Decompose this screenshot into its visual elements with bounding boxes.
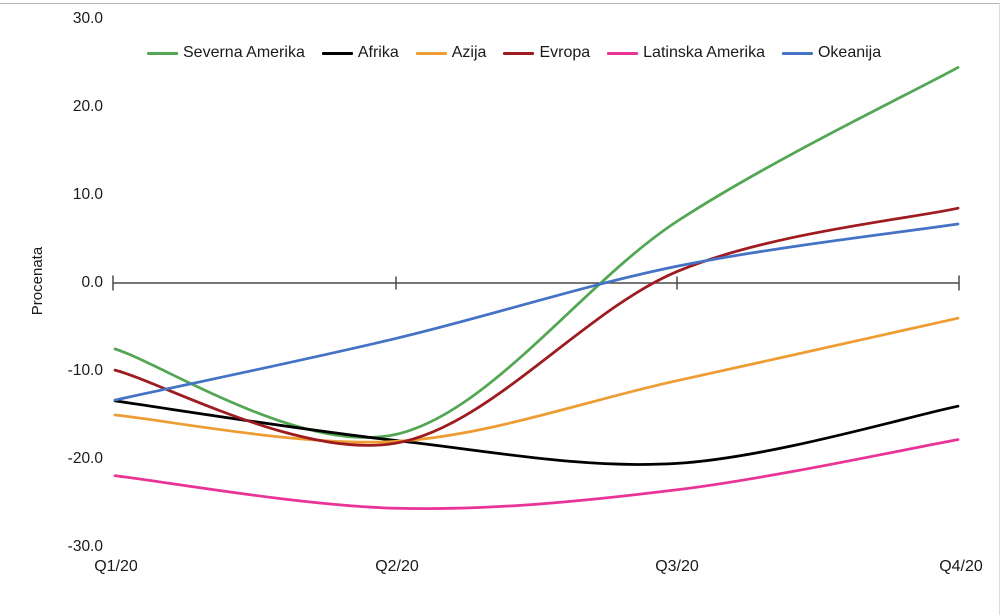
x-tick-label: Q3/20: [655, 558, 699, 575]
y-tick-label: -20.0: [67, 450, 103, 467]
y-tick-label: 0.0: [81, 274, 103, 291]
series-line-severna-amerika: [113, 66, 960, 439]
legend-label: Azija: [451, 44, 487, 61]
series-line-latinska-amerika: [113, 438, 960, 511]
legend-line-swatch: [503, 51, 535, 55]
legend-line-swatch: [781, 51, 813, 55]
window-top-border: [0, 3, 1000, 4]
x-tick-label: Q2/20: [375, 558, 419, 575]
legend-item-okeanija: Okeanija: [781, 44, 882, 62]
y-tick-label: 20.0: [72, 98, 103, 115]
series-line-evropa: [113, 206, 960, 447]
x-tick-label: Q1/20: [94, 558, 138, 575]
legend-line-swatch: [607, 51, 639, 55]
y-tick-label: 30.0: [72, 10, 103, 27]
legend-label: Latinska Amerika: [643, 44, 765, 61]
legend-item-azija: Azija: [415, 44, 487, 62]
legend-item-evropa: Evropa: [503, 44, 590, 62]
legend-line-swatch: [321, 51, 353, 55]
series-line-azija: [113, 316, 960, 444]
legend-label: Afrika: [357, 44, 399, 61]
legend-item-severna-amerika: Severna Amerika: [147, 44, 305, 62]
legend: Severna Amerika Afrika Azija Evropa Lati…: [147, 44, 881, 62]
legend-label: Evropa: [539, 44, 591, 61]
legend-line-swatch: [415, 51, 447, 55]
x-tick-label: Q4/20: [939, 558, 983, 575]
legend-label: Okeanija: [817, 44, 882, 61]
series-line-okeanija: [113, 222, 960, 402]
legend-item-afrika: Afrika: [321, 44, 399, 62]
y-tick-label: -10.0: [67, 362, 103, 379]
y-tick-label: 10.0: [72, 186, 103, 203]
legend-line-swatch: [147, 51, 178, 55]
y-tick-label: -30.0: [67, 538, 103, 555]
legend-item-latinska-amerika: Latinska Amerika: [607, 44, 765, 62]
series-line-afrika: [113, 399, 960, 466]
legend-label: Severna Amerika: [183, 44, 305, 61]
y-axis-title: Procenata: [29, 246, 46, 316]
